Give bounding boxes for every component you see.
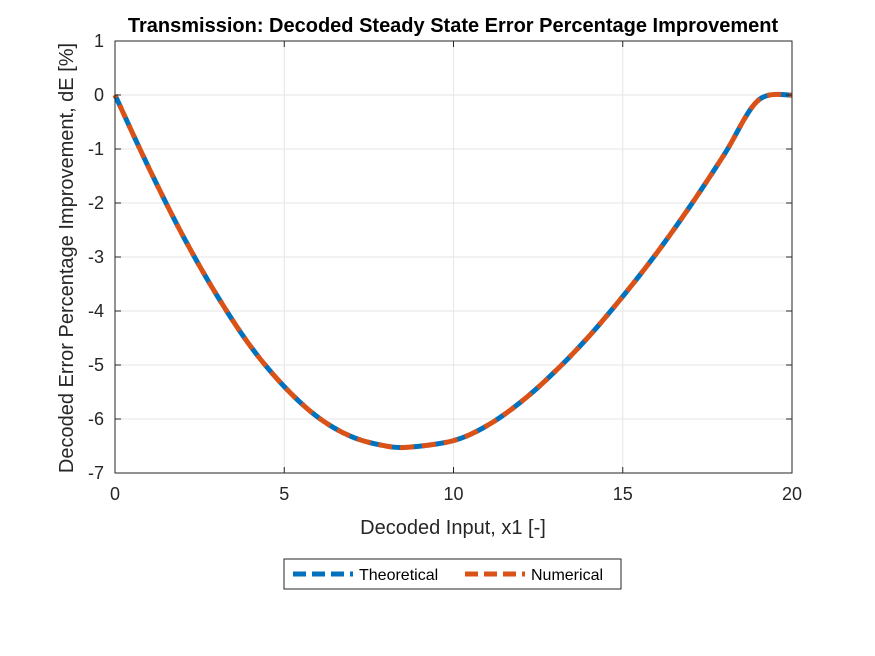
x-tick-label: 5 xyxy=(279,484,289,504)
chart-title: Transmission: Decoded Steady State Error… xyxy=(128,15,779,37)
axes xyxy=(114,40,793,474)
series-line-theoretical xyxy=(112,91,793,451)
x-tick-label: 20 xyxy=(782,484,802,504)
series-line-numerical xyxy=(112,91,793,451)
x-tick-label: 15 xyxy=(613,484,633,504)
y-tick-label: 1 xyxy=(94,31,104,51)
legend-label-numerical: Numerical xyxy=(531,567,603,584)
x-axis-title: Decoded Input, x1 [-] xyxy=(360,517,546,539)
y-tick-label: -2 xyxy=(88,193,104,213)
axes-box xyxy=(114,40,793,474)
y-tick-label: -6 xyxy=(88,409,104,429)
y-tick-label: -3 xyxy=(88,247,104,267)
plot-series xyxy=(112,91,793,451)
legend-label-theoretical: Theoretical xyxy=(359,567,438,584)
y-tick-label: 0 xyxy=(94,85,104,105)
y-tick-label: -1 xyxy=(88,139,104,159)
y-tick-label: -4 xyxy=(88,301,104,321)
x-tick-label: 0 xyxy=(110,484,120,504)
y-axis-title: Decoded Error Percentage Improvement, dE… xyxy=(56,43,78,473)
y-tick-label: -7 xyxy=(88,463,104,483)
legend: Theoretical Numerical xyxy=(283,558,622,590)
y-tick-label: -5 xyxy=(88,355,104,375)
x-tick-label: 10 xyxy=(443,484,463,504)
